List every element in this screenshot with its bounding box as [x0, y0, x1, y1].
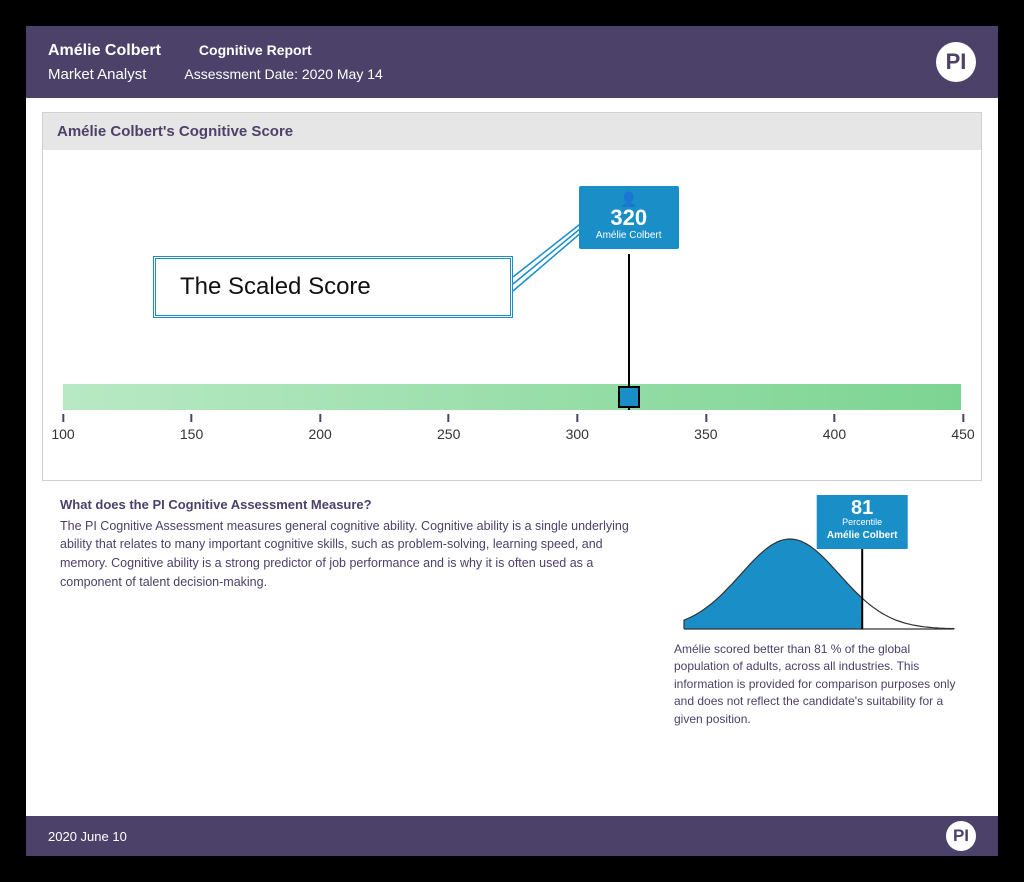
- below-panel: What does the PI Cognitive Assessment Me…: [42, 481, 982, 728]
- report-page: Amélie Colbert Cognitive Report Market A…: [26, 26, 998, 856]
- panel-title: Amélie Colbert's Cognitive Score: [43, 113, 981, 150]
- percentile-label: Percentile: [827, 516, 898, 529]
- axis-tick: 450: [951, 414, 974, 442]
- footer-date: 2020 June 10: [48, 829, 127, 844]
- axis-tick: 250: [437, 414, 460, 442]
- score-badge: 👤 320 Amélie Colbert: [579, 186, 679, 249]
- score-value: 320: [591, 206, 667, 230]
- callout-text: The Scaled Score: [180, 273, 371, 300]
- percentile-chart: 81 Percentile Amélie Colbert: [674, 495, 964, 635]
- score-marker-icon: [618, 386, 640, 408]
- scaled-score-callout: The Scaled Score: [153, 256, 513, 318]
- header-left: Amélie Colbert Cognitive Report Market A…: [48, 42, 383, 83]
- person-name: Amélie Colbert: [48, 42, 161, 60]
- axis-tick: 400: [823, 414, 846, 442]
- percentile-value: 81: [827, 498, 898, 518]
- percentile-badge: 81 Percentile Amélie Colbert: [817, 495, 908, 549]
- explanation-heading: What does the PI Cognitive Assessment Me…: [60, 495, 648, 515]
- percentile-column: 81 Percentile Amélie Colbert Amélie scor…: [674, 495, 964, 728]
- percentile-caption: Amélie scored better than 81 % of the gl…: [674, 641, 964, 728]
- content-area: Amélie Colbert's Cognitive Score 👤 320 A…: [26, 98, 998, 742]
- axis-tick: 300: [566, 414, 589, 442]
- footer-logo-icon: PI: [946, 821, 976, 851]
- explanation-block: What does the PI Cognitive Assessment Me…: [60, 495, 648, 728]
- report-type: Cognitive Report: [199, 42, 312, 58]
- score-panel: Amélie Colbert's Cognitive Score 👤 320 A…: [42, 112, 982, 481]
- axis-tick: 150: [180, 414, 203, 442]
- job-title: Market Analyst: [48, 66, 146, 83]
- axis-tick: 350: [694, 414, 717, 442]
- assessment-date: Assessment Date: 2020 May 14: [184, 66, 382, 82]
- percentile-name: Amélie Colbert: [827, 529, 898, 544]
- report-footer: 2020 June 10 PI: [26, 816, 998, 856]
- report-header: Amélie Colbert Cognitive Report Market A…: [26, 26, 998, 98]
- scaled-score-chart: 👤 320 Amélie Colbert The Scaled Score 10…: [43, 150, 981, 480]
- person-icon: 👤: [591, 192, 667, 206]
- score-name: Amélie Colbert: [591, 230, 667, 241]
- brand-logo-icon: PI: [936, 42, 976, 82]
- scale-bar: [63, 384, 961, 410]
- axis-tick: 100: [51, 414, 74, 442]
- axis-tick: 200: [308, 414, 331, 442]
- explanation-body: The PI Cognitive Assessment measures gen…: [60, 517, 648, 592]
